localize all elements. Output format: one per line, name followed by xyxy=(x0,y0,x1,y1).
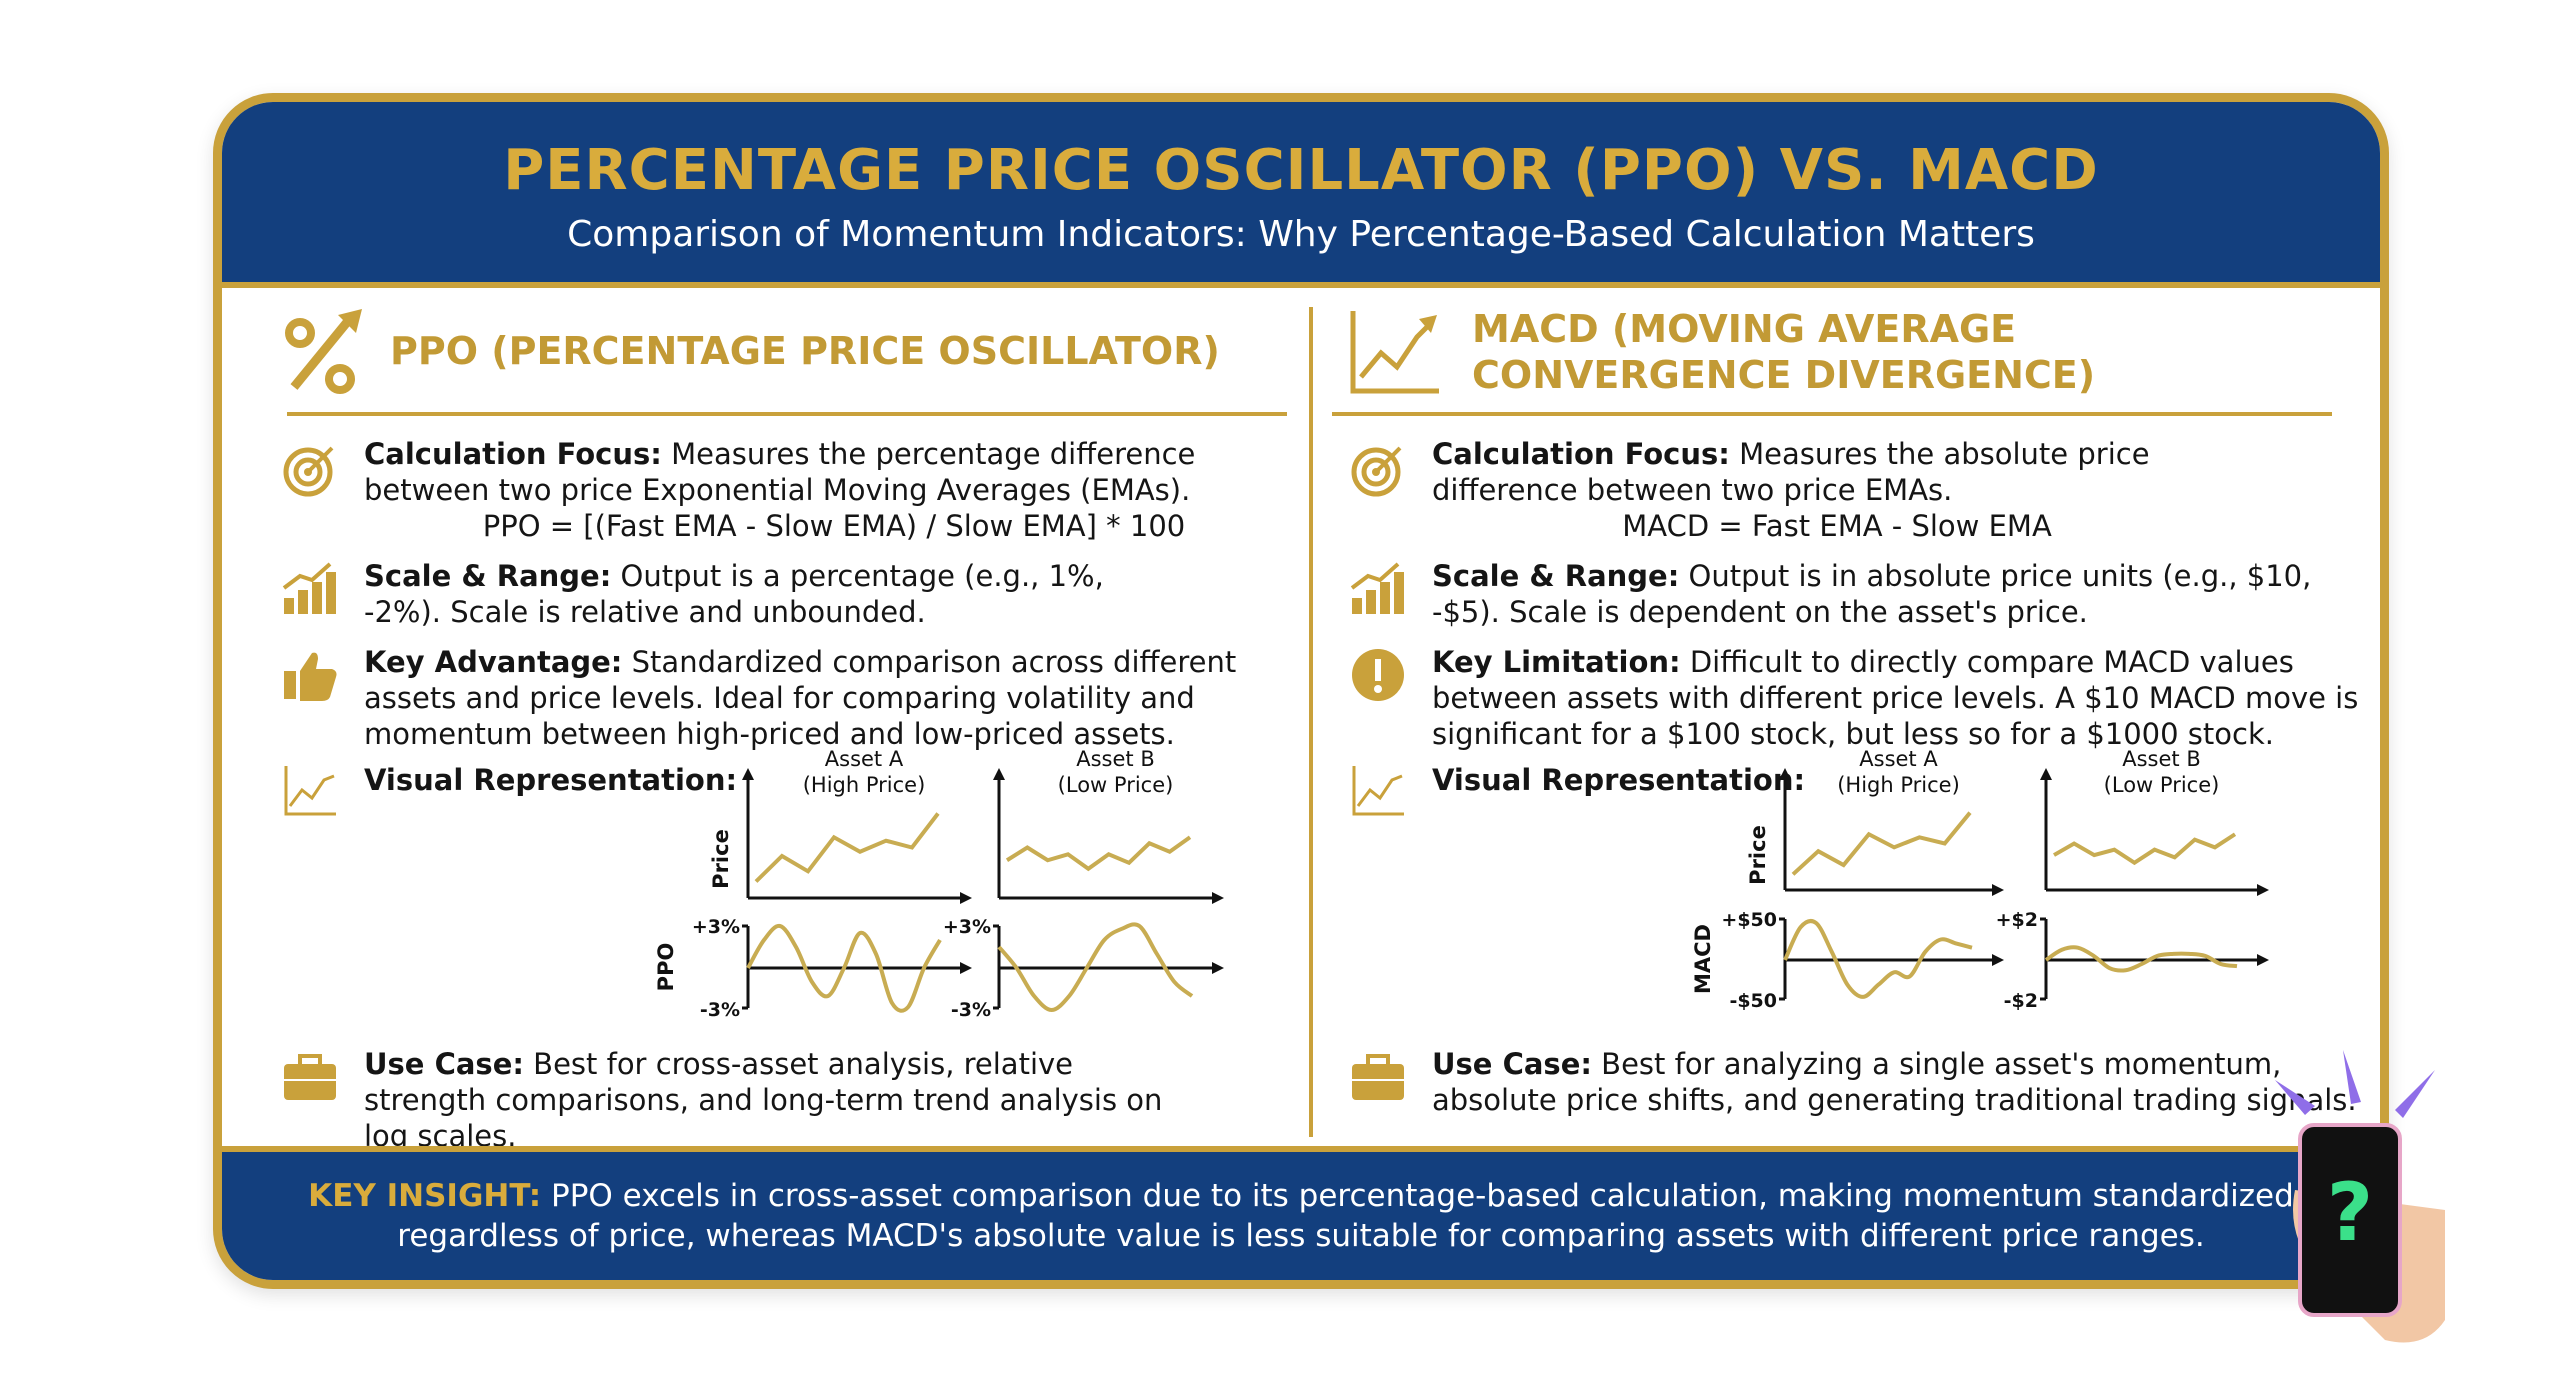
macd-title-rule xyxy=(1332,412,2332,416)
chart-title: Asset B xyxy=(2122,747,2200,771)
percent-arrow-icon xyxy=(285,309,362,394)
chart-title: Asset A xyxy=(1859,747,1938,771)
macd-key-limitation: Key Limitation: Difficult to directly co… xyxy=(1432,645,2359,751)
y-tick-label-bottom: -$2 xyxy=(2004,990,2038,1012)
y-axis-arrow xyxy=(2040,768,2052,780)
header: PERCENTAGE PRICE OSCILLATOR (PPO) VS. MA… xyxy=(222,102,2380,288)
phone-question-illustration: ? xyxy=(2275,1050,2445,1343)
y-axis-label: Price xyxy=(1746,825,1770,885)
ppo-visual-label: Visual Representation: xyxy=(364,763,738,797)
x-axis-arrow xyxy=(1212,892,1224,904)
macd-visual-label: Visual Representation: xyxy=(1432,763,1806,797)
macd-scale-range: Scale & Range: Output is in absolute pri… xyxy=(1432,559,2312,629)
warning-icon xyxy=(1352,649,1404,701)
phone-icon xyxy=(2298,1123,2402,1317)
chart-title: (Low Price) xyxy=(1058,773,1174,797)
target-icon xyxy=(283,446,334,497)
briefcase-icon xyxy=(284,1054,336,1100)
y-axis-arrow xyxy=(1779,768,1791,780)
x-axis-arrow xyxy=(2257,884,2269,896)
key-insight-text: KEY INSIGHT: PPO excels in cross-asset c… xyxy=(308,1178,2294,1254)
line-chart-icon xyxy=(1350,311,1439,394)
briefcase-icon xyxy=(1352,1054,1404,1100)
thumbs-up-icon xyxy=(284,652,337,701)
page-title: PERCENTAGE PRICE OSCILLATOR (PPO) VS. MA… xyxy=(503,138,2099,203)
target-icon xyxy=(1351,446,1402,497)
chart-title: (High Price) xyxy=(803,773,926,797)
y-axis-label: MACD xyxy=(1691,924,1715,994)
chart-title: Asset B xyxy=(1076,747,1154,771)
macd-use-case: Use Case: Best for analyzing a single as… xyxy=(1432,1047,2357,1117)
ppo-formula: PPO = [(Fast EMA - Slow EMA) / Slow EMA]… xyxy=(482,509,1186,543)
y-axis-label: PPO xyxy=(654,943,678,992)
y-tick-label-top: +3% xyxy=(943,916,991,938)
oscillator-line xyxy=(746,923,942,1013)
y-tick-label-bottom: -$50 xyxy=(1729,990,1777,1012)
price-line xyxy=(2053,832,2237,866)
bar-chart-up-icon xyxy=(1350,562,1404,614)
chart-title: (High Price) xyxy=(1837,773,1960,797)
y-tick-label-top: +3% xyxy=(692,916,740,938)
chart-title: Asset A xyxy=(825,747,904,771)
chart-title: (Low Price) xyxy=(2104,773,2220,797)
sparkle-ray xyxy=(2343,1050,2361,1104)
x-axis-arrow xyxy=(1992,954,2004,966)
question-mark-icon: ? xyxy=(2327,1166,2373,1259)
ppo-calculation-focus: Calculation Focus: Measures the percenta… xyxy=(364,436,1304,544)
x-axis-arrow xyxy=(960,892,972,904)
y-axis-arrow xyxy=(993,768,1005,780)
bar-chart-up-icon xyxy=(282,562,336,614)
price-line xyxy=(1005,835,1192,872)
y-tick-label-bottom: -3% xyxy=(951,999,991,1021)
y-tick-label-bottom: -3% xyxy=(700,999,740,1021)
line-chart-small-icon xyxy=(1352,766,1404,816)
ppo-key-advantage: Key Advantage: Standardized comparison a… xyxy=(364,645,1237,751)
y-axis-arrow xyxy=(742,768,754,780)
page-subtitle: Comparison of Momentum Indicators: Why P… xyxy=(567,214,2035,255)
y-axis-label: Price xyxy=(709,829,733,889)
macd-calculation-focus: Calculation Focus: Measures the absolute… xyxy=(1432,436,2242,544)
x-axis-arrow xyxy=(960,962,972,974)
sparkle-ray xyxy=(2275,1080,2315,1115)
price-line xyxy=(754,812,940,883)
x-axis-arrow xyxy=(1992,884,2004,896)
x-axis-arrow xyxy=(2257,954,2269,966)
ppo-scale-range: Scale & Range: Output is a percentage (e… xyxy=(364,559,1104,629)
line-chart-small-icon xyxy=(284,766,336,816)
price-line xyxy=(1791,811,1972,876)
oscillator-line xyxy=(1783,918,1973,999)
ppo-use-case: Use Case: Best for cross-asset analysis,… xyxy=(364,1047,1163,1153)
y-tick-label-top: +$50 xyxy=(1721,909,1777,931)
infographic-card: PERCENTAGE PRICE OSCILLATOR (PPO) VS. MA… xyxy=(213,93,2389,1289)
oscillator-line xyxy=(2044,945,2238,973)
sparkle-ray xyxy=(2395,1070,2435,1118)
ppo-title-rule xyxy=(287,412,1287,416)
y-tick-label-top: +$2 xyxy=(1996,909,2038,931)
key-insight-banner: KEY INSIGHT: PPO excels in cross-asset c… xyxy=(222,1146,2380,1280)
ppo-section-title: PPO (PERCENTAGE PRICE OSCILLATOR) xyxy=(390,329,1220,373)
column-divider xyxy=(1309,307,1313,1137)
macd-formula: MACD = Fast EMA - Slow EMA xyxy=(1622,509,2052,543)
oscillator-line xyxy=(997,922,1194,1013)
macd-section-title: MACD (MOVING AVERAGE CONVERGENCE DIVERGEN… xyxy=(1472,307,2096,397)
x-axis-arrow xyxy=(1212,962,1224,974)
